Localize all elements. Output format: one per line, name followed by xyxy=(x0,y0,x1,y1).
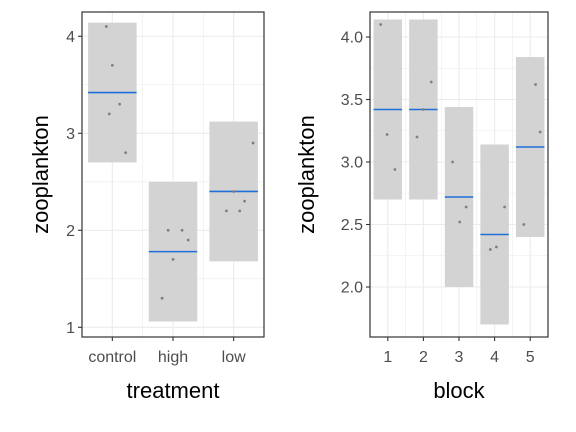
x-tick-label: 3 xyxy=(455,349,464,366)
x-axis-title: block xyxy=(433,378,485,403)
y-tick-label: 4.0 xyxy=(341,30,363,47)
y-tick-label: 2.5 xyxy=(341,217,363,234)
data-point xyxy=(379,23,383,26)
x-tick-label: 1 xyxy=(383,349,392,366)
y-tick-label: 3 xyxy=(66,126,75,143)
data-point xyxy=(494,245,498,249)
data-point xyxy=(124,151,128,155)
data-point xyxy=(458,220,462,224)
y-tick-label: 1 xyxy=(66,320,75,337)
data-point xyxy=(180,228,184,232)
x-tick-label: 2 xyxy=(419,349,428,366)
y-tick-label: 2.0 xyxy=(341,280,363,297)
data-point xyxy=(538,130,542,134)
x-tick-label: high xyxy=(158,349,188,366)
y-tick-label: 4 xyxy=(66,29,75,46)
x-tick-label: control xyxy=(88,349,136,366)
data-point xyxy=(243,199,246,203)
data-point xyxy=(251,141,255,145)
data-point xyxy=(429,80,433,84)
y-tick-label: 3.5 xyxy=(341,92,363,109)
data-point xyxy=(186,238,190,242)
x-tick-label: 4 xyxy=(490,349,499,366)
data-point xyxy=(534,83,537,86)
y-tick-label: 3.0 xyxy=(341,155,363,172)
data-point xyxy=(104,25,108,28)
x-tick-label: 5 xyxy=(526,349,535,366)
data-point xyxy=(232,190,236,193)
data-point xyxy=(522,223,526,226)
data-point xyxy=(224,209,228,213)
data-point xyxy=(451,160,454,164)
data-point xyxy=(166,228,170,232)
data-point xyxy=(110,63,114,67)
y-axis-title: zooplankton xyxy=(28,115,53,234)
data-point xyxy=(488,248,492,251)
data-point xyxy=(422,108,425,111)
chart-panel-2: 2.0 2.5 3.0 3.5 4.0 1 2 3 4 5 block zooplankton xyxy=(294,11,549,403)
data-point xyxy=(415,135,419,139)
data-point xyxy=(238,209,242,213)
y-tick-label: 2 xyxy=(66,223,75,240)
data-point xyxy=(464,205,468,209)
y-axis-title: zooplankton xyxy=(294,115,319,234)
data-point xyxy=(503,205,506,209)
data-point xyxy=(160,296,164,300)
data-point xyxy=(385,133,389,136)
x-tick-label: low xyxy=(222,349,246,366)
x-axis-title: treatment xyxy=(127,378,220,403)
data-point xyxy=(171,257,175,261)
data-point xyxy=(118,102,122,106)
data-point xyxy=(393,168,397,171)
data-point xyxy=(107,112,111,116)
